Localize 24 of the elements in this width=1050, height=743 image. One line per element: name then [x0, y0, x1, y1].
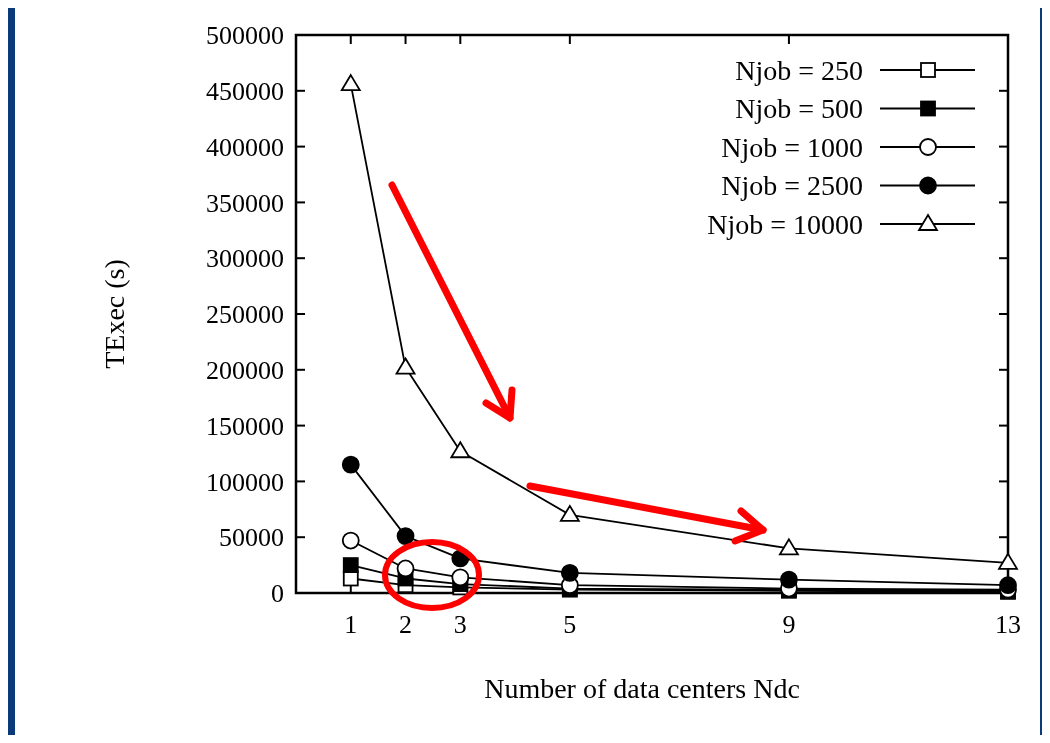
- y-tick-label: 100000: [206, 467, 284, 497]
- y-tick-label: 50000: [219, 523, 284, 553]
- legend-label: Njob = 2500: [721, 170, 863, 202]
- y-tick-label: 150000: [206, 411, 284, 441]
- y-tick-label: 300000: [206, 244, 284, 274]
- legend-label: Njob = 1000: [721, 131, 863, 163]
- x-tick-label: 1: [344, 610, 358, 639]
- legend-label: Njob = 250: [735, 54, 863, 86]
- y-axis-title: TExec (s): [99, 259, 130, 369]
- x-tick-label: 5: [563, 610, 577, 639]
- y-tick-label: 200000: [206, 355, 284, 385]
- y-tick-label: 500000: [206, 21, 284, 51]
- y-tick-label: 350000: [206, 188, 284, 218]
- x-axis-title: Number of data centers Ndc: [484, 673, 800, 704]
- legend-label: Njob = 10000: [707, 208, 863, 240]
- legend-label: Njob = 500: [735, 93, 863, 125]
- x-tick-label: 9: [782, 610, 796, 639]
- y-tick-label: 250000: [206, 300, 284, 330]
- y-tick-label: 400000: [206, 132, 284, 162]
- y-tick-label: 450000: [206, 76, 284, 106]
- y-tick-label: 0: [271, 579, 284, 609]
- x-tick-label: 2: [399, 610, 413, 639]
- x-tick-label: 3: [453, 610, 467, 639]
- x-tick-label: 13: [995, 610, 1021, 639]
